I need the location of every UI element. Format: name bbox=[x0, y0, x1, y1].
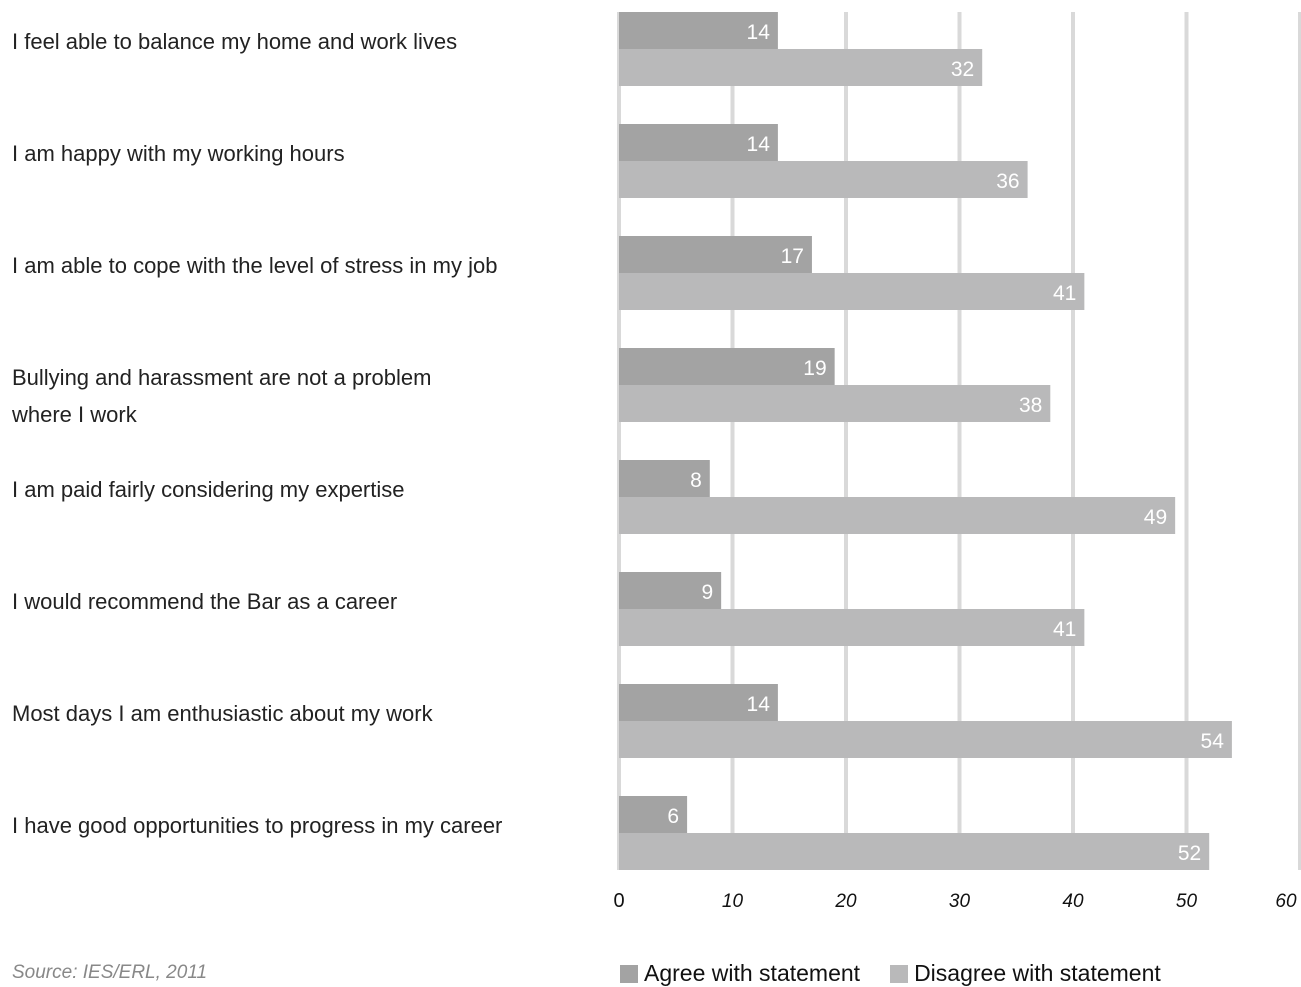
legend: Agree with statement Disagree with state… bbox=[620, 960, 1191, 987]
disagree-bar bbox=[619, 609, 1084, 646]
bars: 14 14 17 19 8 9 14 6 32 36 41 38 49 41 54 52 bbox=[619, 12, 1232, 870]
category-label: I am able to cope with the level of stre… bbox=[12, 253, 497, 278]
disagree-value-label: 41 bbox=[1053, 282, 1076, 305]
category-label: Most days I am enthusiastic about my wor… bbox=[12, 701, 434, 726]
agree-value-label: 17 bbox=[781, 245, 804, 268]
legend-swatch-disagree bbox=[890, 965, 908, 983]
x-tick-label: 20 bbox=[834, 891, 857, 912]
disagree-bar bbox=[619, 721, 1232, 758]
category-label: Bullying and harassment are not a proble… bbox=[11, 365, 431, 427]
category-label-line: I feel able to balance my home and work … bbox=[12, 29, 457, 54]
agree-value-label: 14 bbox=[747, 21, 771, 44]
disagree-value-label: 41 bbox=[1053, 618, 1076, 641]
source-note: Source: IES/ERL, 2011 bbox=[12, 962, 207, 984]
category-label: I feel able to balance my home and work … bbox=[12, 29, 457, 54]
disagree-bar bbox=[619, 497, 1175, 534]
legend-item-disagree: Disagree with statement bbox=[890, 960, 1161, 987]
legend-label-disagree: Disagree with statement bbox=[914, 960, 1161, 987]
agree-value-label: 9 bbox=[701, 581, 713, 604]
category-labels: I feel able to balance my home and work … bbox=[11, 29, 502, 838]
category-label-line: Bullying and harassment are not a proble… bbox=[12, 365, 431, 390]
category-label-line: Most days I am enthusiastic about my wor… bbox=[12, 701, 434, 726]
category-label-line: I am paid fairly considering my expertis… bbox=[12, 477, 405, 502]
agree-value-label: 19 bbox=[803, 357, 826, 380]
agree-value-label: 8 bbox=[690, 469, 702, 492]
disagree-value-label: 32 bbox=[951, 58, 974, 81]
disagree-bar bbox=[619, 273, 1084, 310]
disagree-bar bbox=[619, 49, 982, 86]
disagree-value-label: 54 bbox=[1201, 730, 1225, 753]
x-tick-label: 40 bbox=[1062, 891, 1084, 912]
disagree-value-label: 36 bbox=[996, 170, 1019, 193]
legend-item-agree: Agree with statement bbox=[620, 960, 860, 987]
x-axis-ticks: 0 10 20 30 40 50 60 bbox=[613, 890, 1297, 912]
category-label: I am paid fairly considering my expertis… bbox=[12, 477, 405, 502]
x-tick-label: 10 bbox=[722, 891, 744, 912]
disagree-value-label: 49 bbox=[1144, 506, 1167, 529]
disagree-value-label: 52 bbox=[1178, 842, 1201, 865]
x-tick-label: 60 bbox=[1275, 891, 1297, 912]
agree-value-label: 14 bbox=[747, 133, 771, 156]
x-tick-label: 30 bbox=[949, 891, 971, 912]
x-tick-label: 0 bbox=[613, 890, 624, 912]
disagree-value-label: 38 bbox=[1019, 394, 1042, 417]
agree-value-label: 14 bbox=[747, 693, 771, 716]
category-label: I would recommend the Bar as a career bbox=[12, 589, 397, 614]
agree-value-label: 6 bbox=[667, 805, 679, 828]
category-label-line: I would recommend the Bar as a career bbox=[12, 589, 397, 614]
category-label-line: I have good opportunities to progress in… bbox=[12, 813, 502, 838]
category-label-line: I am able to cope with the level of stre… bbox=[12, 253, 497, 278]
disagree-bar bbox=[619, 385, 1050, 422]
category-label: I am happy with my working hours bbox=[12, 141, 345, 166]
x-tick-label: 50 bbox=[1176, 891, 1198, 912]
legend-label-agree: Agree with statement bbox=[644, 960, 860, 987]
category-label-line: I am happy with my working hours bbox=[12, 141, 345, 166]
disagree-bar bbox=[619, 833, 1209, 870]
disagree-bar bbox=[619, 161, 1028, 198]
category-label: I have good opportunities to progress in… bbox=[12, 813, 502, 838]
legend-swatch-agree bbox=[620, 965, 638, 983]
category-label-line: where I work bbox=[11, 402, 138, 427]
